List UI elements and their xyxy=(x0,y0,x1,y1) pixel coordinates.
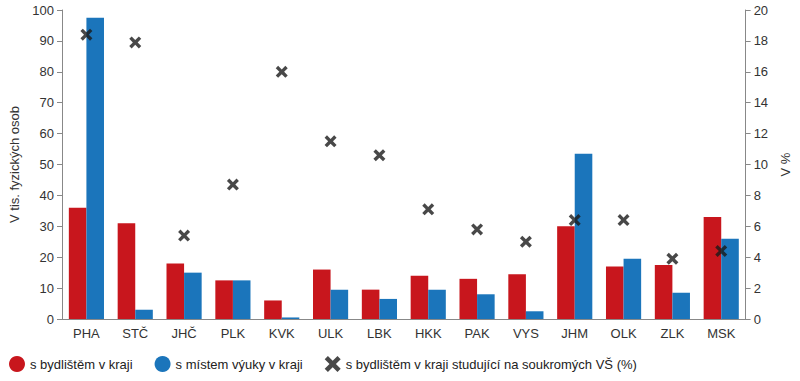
svg-text:HKK: HKK xyxy=(415,326,442,341)
svg-text:10: 10 xyxy=(40,281,54,296)
svg-text:V %: V % xyxy=(778,152,793,176)
svg-text:JHM: JHM xyxy=(561,326,588,341)
svg-text:14: 14 xyxy=(754,95,768,110)
svg-text:PAK: PAK xyxy=(465,326,490,341)
svg-text:JHČ: JHČ xyxy=(171,326,196,341)
svg-text:KVK: KVK xyxy=(269,326,295,341)
svg-text:18: 18 xyxy=(754,33,768,48)
svg-text:90: 90 xyxy=(40,33,54,48)
svg-text:50: 50 xyxy=(40,157,54,172)
svg-text:10: 10 xyxy=(754,157,768,172)
svg-text:0: 0 xyxy=(47,312,54,327)
svg-text:12: 12 xyxy=(754,126,768,141)
svg-text:PHA: PHA xyxy=(73,326,100,341)
svg-text:20: 20 xyxy=(40,250,54,265)
svg-text:PLK: PLK xyxy=(221,326,246,341)
svg-text:2: 2 xyxy=(754,281,761,296)
svg-text:s bydlištěm v kraji: s bydlištěm v kraji xyxy=(30,357,133,372)
svg-text:40: 40 xyxy=(40,188,54,203)
svg-text:s bydlištěm v kraji studující: s bydlištěm v kraji studující na soukrom… xyxy=(346,357,637,372)
svg-text:0: 0 xyxy=(754,312,761,327)
svg-text:60: 60 xyxy=(40,126,54,141)
svg-text:30: 30 xyxy=(40,219,54,234)
svg-text:4: 4 xyxy=(754,250,761,265)
svg-text:ULK: ULK xyxy=(318,326,344,341)
svg-text:100: 100 xyxy=(32,3,54,18)
svg-text:s místem výuky v kraji: s místem výuky v kraji xyxy=(176,357,303,372)
svg-text:V tis. fyzických osob: V tis. fyzických osob xyxy=(7,106,22,223)
svg-text:ZLK: ZLK xyxy=(660,326,684,341)
svg-text:OLK: OLK xyxy=(611,326,637,341)
svg-text:20: 20 xyxy=(754,3,768,18)
svg-text:70: 70 xyxy=(40,95,54,110)
svg-text:MSK: MSK xyxy=(707,326,736,341)
svg-text:80: 80 xyxy=(40,64,54,79)
svg-text:VYS: VYS xyxy=(513,326,539,341)
svg-text:16: 16 xyxy=(754,64,768,79)
svg-text:6: 6 xyxy=(754,219,761,234)
svg-text:8: 8 xyxy=(754,188,761,203)
svg-text:STČ: STČ xyxy=(122,326,148,341)
svg-text:LBK: LBK xyxy=(367,326,392,341)
